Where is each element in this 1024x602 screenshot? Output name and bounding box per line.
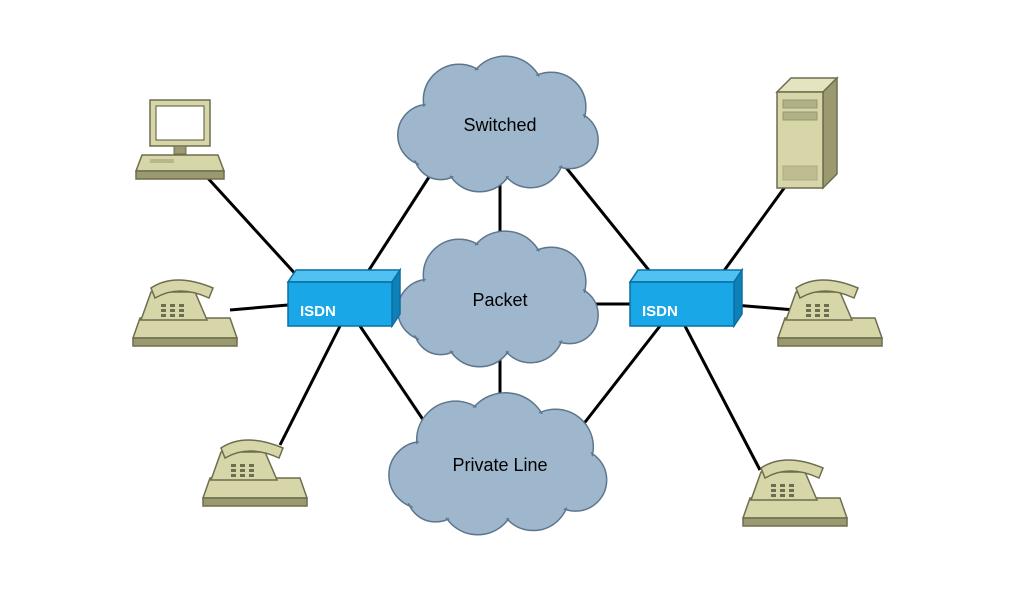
isdn-right-label: ISDN bbox=[642, 303, 678, 320]
privateline-label: Private Line bbox=[452, 455, 547, 475]
edge bbox=[280, 326, 340, 445]
edge bbox=[685, 326, 760, 470]
edge bbox=[575, 326, 660, 435]
isdn-left-label: ISDN bbox=[300, 303, 336, 320]
pc-left-icon bbox=[136, 100, 224, 179]
edge bbox=[734, 305, 795, 310]
phone-left2-icon bbox=[203, 440, 307, 506]
switched-label: Switched bbox=[463, 115, 536, 135]
phone-right1-icon bbox=[778, 280, 882, 346]
packet-cloud: Packet bbox=[398, 231, 598, 367]
edge bbox=[230, 305, 288, 310]
packet-label: Packet bbox=[472, 290, 527, 310]
network-diagram: Switched Packet Private Line ISDN ISDN bbox=[0, 0, 1024, 602]
privateline-cloud: Private Line bbox=[389, 393, 607, 535]
isdn-left: ISDN bbox=[288, 270, 400, 326]
server-right-icon bbox=[777, 78, 837, 188]
isdn-right: ISDN bbox=[630, 270, 742, 326]
phone-left1-icon bbox=[133, 280, 237, 346]
